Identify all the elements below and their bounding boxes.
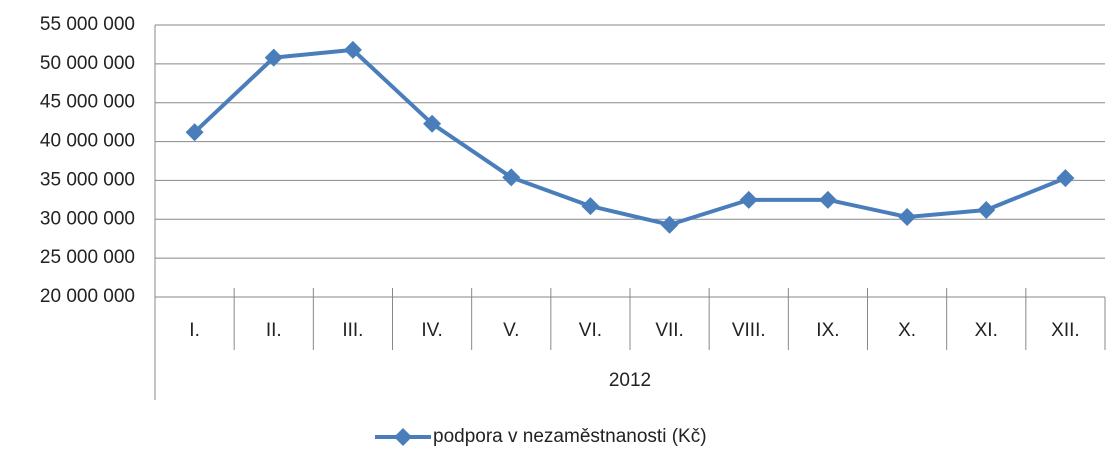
marker [977,200,996,219]
x-tick-label: XI. [975,320,998,341]
marker [185,123,204,142]
marker [739,190,758,209]
marker [502,168,521,187]
x-tick-label: II. [266,320,282,341]
y-tick-label: 35 000 000 [40,169,135,190]
x-tick-label: III. [342,320,363,341]
y-tick-label: 50 000 000 [40,53,135,74]
marker [1056,169,1075,188]
marker [660,215,679,234]
x-tick-label: IX. [816,320,839,341]
x-tick-label: VII. [655,320,684,341]
line [193,47,1067,227]
marker [423,114,442,133]
marker [343,40,362,59]
y-tick-label: 45 000 000 [40,92,135,113]
marker [264,48,283,67]
x-tick-label: VIII. [732,320,766,341]
x-tick-label: IV. [421,320,443,341]
marker [818,190,837,209]
marker [581,197,600,216]
y-tick-label: 20 000 000 [40,286,135,307]
x-tick-label: XII. [1051,320,1080,341]
x-tick-label: V. [503,320,519,341]
legend-marker [394,428,412,446]
y-tick-label: 40 000 000 [40,131,135,152]
y-tick-label: 25 000 000 [40,247,135,268]
marker [898,207,917,226]
legend-label: podpora v nezaměstnanosti (Kč) [433,426,707,447]
x-group-label: 2012 [609,370,651,391]
x-tick-label: I. [189,320,200,341]
y-tick-label: 55 000 000 [40,14,135,35]
x-tick-label: X. [898,320,916,341]
x-tick-label: VI. [579,320,602,341]
y-tick-label: 30 000 000 [40,208,135,229]
